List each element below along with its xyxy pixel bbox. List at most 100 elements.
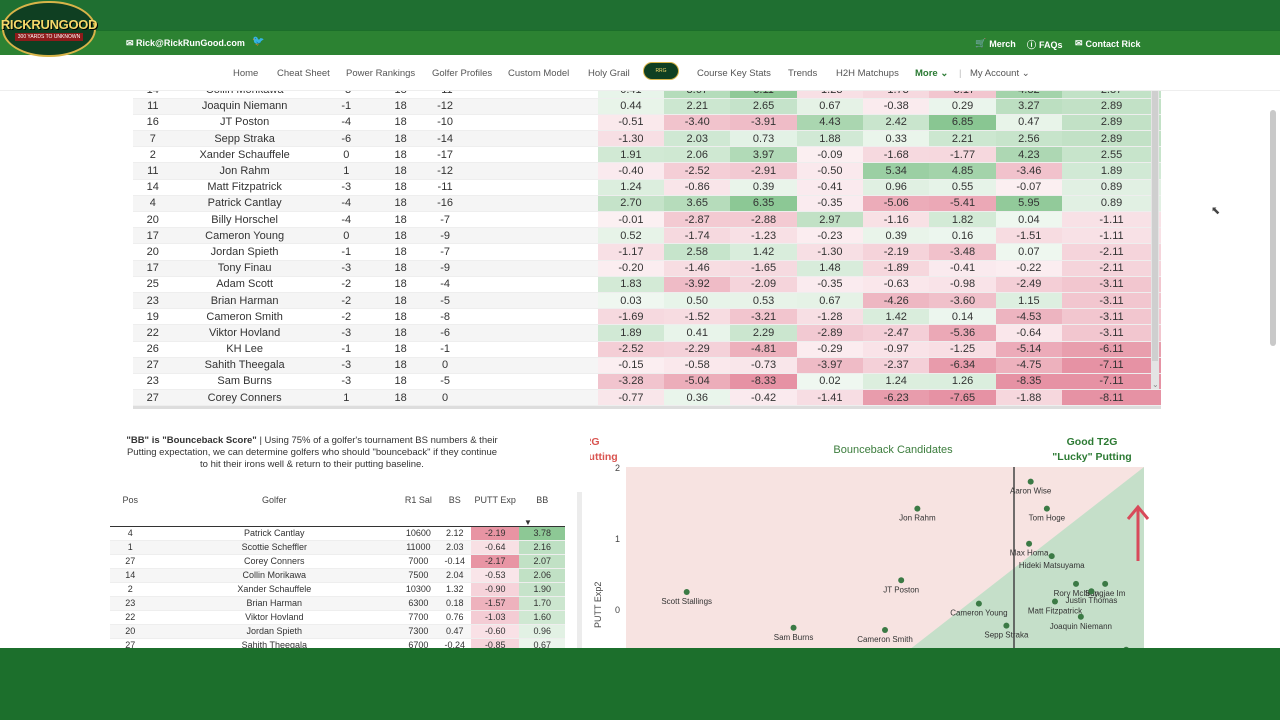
table-row[interactable]: 2 Xander Schauffele 10300 1.32 -0.90 1.90 bbox=[110, 582, 565, 597]
table-row[interactable]: 20 Billy Horschel -4 18 -7 -0.01 -2.87 -2.88 2.9… bbox=[133, 211, 1161, 229]
nav-my-account[interactable]: My Account ⌄ bbox=[970, 68, 1030, 79]
cell-stat: -2.52 bbox=[597, 341, 665, 358]
chart-point[interactable] bbox=[1026, 540, 1033, 547]
table-row[interactable]: 23 Sam Burns -3 18 -5 -3.28 -5.04 -8.33 0.02 1.24… bbox=[133, 373, 1161, 391]
table-row[interactable]: 27 Corey Conners 1 18 0 -0.77 0.36 -0.42 -1.41 -6… bbox=[133, 389, 1161, 407]
cell-stat: 0.16 bbox=[929, 227, 996, 245]
merch-link[interactable]: 🛒 Merch bbox=[975, 38, 1016, 49]
cell-stat: -6.34 bbox=[929, 357, 996, 374]
table-row[interactable]: 19 Cameron Smith -2 18 -8 -1.69 -1.52 -3.21 -1.2… bbox=[133, 308, 1161, 326]
col-bb[interactable]: BB bbox=[519, 492, 565, 527]
table-row[interactable]: 14 Matt Fitzpatrick -3 18 -11 1.24 -0.86 0.39 -0… bbox=[133, 179, 1161, 196]
chart-point[interactable] bbox=[882, 626, 888, 633]
nav-course-key-stats[interactable]: Course Key Stats bbox=[697, 68, 771, 79]
table-row[interactable]: 16 JT Poston -4 18 -10 -0.51 -3.40 -3.91 4.43 2.4… bbox=[133, 114, 1161, 132]
nav-h2h-matchups[interactable]: H2H Matchups bbox=[836, 68, 899, 79]
nav-cheat-sheet[interactable]: Cheat Sheet bbox=[277, 68, 330, 79]
cell-stat: -1.73 bbox=[863, 91, 930, 99]
table-row[interactable]: 27 Corey Conners 7000 -0.14 -2.17 2.07 bbox=[110, 554, 565, 569]
table-row[interactable]: 1 Scottie Scheffler 11000 2.03 -0.64 2.16 bbox=[110, 540, 565, 555]
sort-desc-icon[interactable]: ▼ bbox=[524, 518, 532, 527]
nav-power-rankings[interactable]: Power Rankings bbox=[346, 68, 416, 79]
chart-point[interactable] bbox=[1102, 580, 1109, 587]
chart-point[interactable] bbox=[1051, 598, 1058, 605]
col-golfer[interactable]: Golfer bbox=[150, 492, 399, 527]
col-putt-exp[interactable]: PUTT Exp bbox=[470, 492, 520, 527]
nav-holy-grail[interactable]: Holy Grail bbox=[588, 68, 630, 79]
cell-stat: -0.07 bbox=[995, 179, 1063, 196]
chart-point-label: Cameron Young bbox=[950, 609, 1007, 618]
chart-point[interactable] bbox=[1043, 505, 1050, 512]
table-scroll-thumb[interactable] bbox=[1152, 91, 1158, 361]
table-row[interactable]: 17 Cameron Young 0 18 -9 0.52 -1.74 -1.23 -0.23 0… bbox=[133, 227, 1161, 245]
site-logo[interactable]: RICKRUNGOOD 300 YARDS TO UNKNOWN bbox=[1, 1, 97, 57]
contact-link[interactable]: ✉ Contact Rick bbox=[1075, 38, 1141, 49]
table-row[interactable]: 23 Brian Harman -2 18 -5 0.03 0.50 0.53 0.67 -4.2… bbox=[133, 292, 1161, 310]
table-row[interactable]: 23 Brian Harman 6300 0.18 -1.57 1.70 bbox=[110, 596, 565, 611]
cell-stat: -0.38 bbox=[863, 98, 930, 115]
table-row[interactable]: 20 Jordan Spieth -1 18 -7 -1.17 2.58 1.42 -1.30-… bbox=[133, 243, 1161, 261]
chart-point[interactable] bbox=[1048, 553, 1055, 560]
table-scrollbar[interactable] bbox=[1151, 91, 1159, 389]
table-row[interactable]: 17 Tony Finau -3 18 -9 -0.20 -1.46 -1.65 1.48 -1.… bbox=[133, 260, 1161, 277]
page-scrollbar[interactable] bbox=[1270, 110, 1276, 346]
cell-stat: 0.41 bbox=[664, 324, 731, 342]
cell-stat: 0.07 bbox=[995, 243, 1063, 261]
chart-title: Bounceback Candidates bbox=[833, 444, 953, 456]
table-row[interactable]: 20 Jordan Spieth 7300 0.47 -0.60 0.96 bbox=[110, 624, 565, 639]
table-row[interactable]: 14 Collin Morikawa 7500 2.04 -0.53 2.06 bbox=[110, 568, 565, 583]
cell-stat: 0.29 bbox=[929, 98, 996, 115]
table-row[interactable]: 27 Sahith Theegala 6700 -0.24 -0.85 0.67 bbox=[110, 638, 565, 648]
scroll-down-icon[interactable]: ⌄ bbox=[1152, 380, 1159, 389]
table-row[interactable]: 25 Adam Scott -2 18 -4 1.83 -3.92 -2.09 -0.35 -0.… bbox=[133, 276, 1161, 293]
table-row[interactable]: 22 Viktor Hovland 7700 0.76 -1.03 1.60 bbox=[110, 610, 565, 625]
cell-stat: -3.11 bbox=[1062, 276, 1161, 293]
chart-point[interactable] bbox=[790, 624, 797, 631]
bb-cell: -0.90 bbox=[470, 582, 520, 597]
chart-point[interactable] bbox=[683, 588, 690, 595]
table-row[interactable]: 27 Sahith Theegala -3 18 0 -0.15 -0.58 -0.73 -3.… bbox=[133, 357, 1161, 374]
table-row[interactable]: 2 Xander Schauffele 0 18 -17 1.91 2.06 3.97 -0.0… bbox=[133, 146, 1161, 164]
table-row[interactable]: 4 Patrick Cantlay -4 18 -16 2.70 3.65 6.35 -0.35… bbox=[133, 195, 1161, 213]
nav-trends[interactable]: Trends bbox=[788, 68, 818, 79]
nav-custom-model[interactable]: Custom Model bbox=[508, 68, 570, 79]
cell-stat: -0.29 bbox=[796, 341, 864, 358]
chart-point[interactable] bbox=[914, 505, 921, 512]
bb-cell: -0.85 bbox=[470, 638, 520, 648]
chart-point[interactable] bbox=[1123, 646, 1129, 648]
email-link[interactable]: ✉ Rick@RickRunGood.com bbox=[126, 38, 245, 48]
nav-home[interactable]: Home bbox=[233, 68, 259, 79]
chart-point[interactable] bbox=[1003, 622, 1010, 629]
cell-stat: 5.34 bbox=[863, 162, 930, 180]
table-row[interactable]: 26 KH Lee -1 18 -1 -2.52 -2.29 -4.81 -0.29 -0.97-… bbox=[133, 341, 1161, 358]
nav-more-label: More bbox=[915, 68, 938, 79]
chart-point[interactable] bbox=[1077, 613, 1084, 620]
nav-divider: | bbox=[959, 68, 962, 79]
table-row[interactable]: 11 Jon Rahm 1 18 -12 -0.40 -2.52 -2.91 -0.50 5.34… bbox=[133, 162, 1161, 180]
table-row[interactable]: 22 Viktor Hovland -3 18 -6 1.89 0.41 2.29 -2.89-… bbox=[133, 324, 1161, 342]
chart-point[interactable] bbox=[1088, 588, 1095, 595]
chart-point[interactable] bbox=[898, 577, 905, 584]
nav-golfer-profiles[interactable]: Golfer Profiles bbox=[432, 68, 493, 79]
cell-stat: -3.11 bbox=[1062, 292, 1161, 310]
panel-scrollbar[interactable] bbox=[577, 492, 582, 648]
table-row[interactable]: 4 Patrick Cantlay 10600 2.12 -2.19 3.78 bbox=[110, 526, 565, 541]
twitter-icon[interactable]: 🐦 bbox=[252, 36, 265, 47]
nav-more[interactable]: More ⌄ bbox=[915, 68, 948, 79]
bb-cell: 14 bbox=[110, 568, 151, 583]
chart-point[interactable] bbox=[975, 600, 982, 607]
faqs-link[interactable]: ⓘ FAQs bbox=[1027, 38, 1063, 51]
chart-point-label: Joaquin Niemann bbox=[1050, 622, 1112, 631]
table-row[interactable]: 7 Sepp Straka -6 18 -14 -1.30 2.03 0.73 1.88 0.33… bbox=[133, 130, 1161, 148]
col-pos[interactable]: Pos bbox=[110, 492, 151, 527]
chart-point-label: Cameron Smith bbox=[857, 635, 913, 644]
col-r1-sal[interactable]: R1 Sal bbox=[398, 492, 439, 527]
cell-stat: -1.69 bbox=[597, 308, 665, 326]
nav-logo[interactable]: RRG bbox=[643, 62, 679, 80]
chart-point[interactable] bbox=[1073, 580, 1080, 587]
table-row[interactable]: 11 Joaquin Niemann -1 18 -12 0.44 2.21 2.65 0.67… bbox=[133, 98, 1161, 115]
col-bs[interactable]: BS bbox=[438, 492, 471, 527]
chart-point[interactable] bbox=[1027, 478, 1034, 485]
